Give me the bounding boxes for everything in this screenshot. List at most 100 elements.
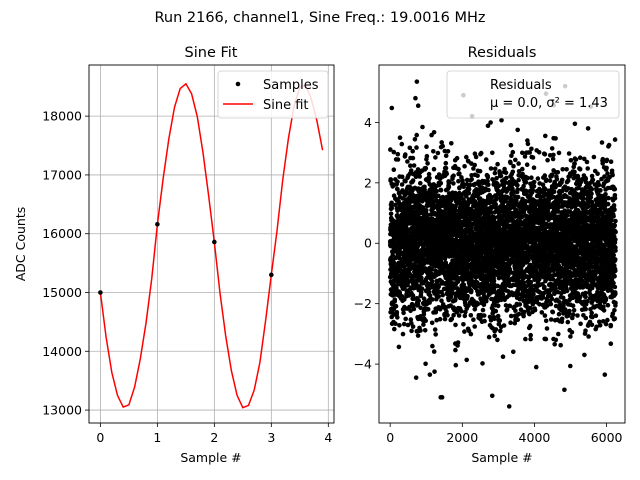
residual-point: [429, 266, 435, 272]
residual-point: [395, 179, 400, 185]
residual-point: [394, 285, 399, 291]
residual-point: [544, 326, 550, 331]
residual-point: [552, 342, 557, 347]
residual-point: [515, 194, 521, 200]
residual-point: [545, 157, 550, 163]
sample-point: [98, 290, 103, 295]
residual-point: [462, 329, 467, 334]
residual-point: [486, 182, 491, 187]
residual-point: [513, 308, 518, 314]
residual-point: [425, 161, 430, 166]
residual-point: [515, 182, 520, 188]
residual-point: [556, 331, 561, 337]
sine-fit-x-tick-label: 3: [267, 430, 275, 445]
residual-point: [431, 149, 436, 154]
figure-title: Run 2166, channel1, Sine Freq.: 19.0016 …: [154, 10, 485, 26]
residual-point: [439, 298, 444, 304]
residual-point: [511, 163, 516, 169]
residual-point: [508, 142, 514, 148]
residual-point: [559, 177, 565, 183]
residual-point: [543, 336, 549, 342]
residual-point: [536, 150, 542, 155]
sample-point: [212, 239, 217, 245]
residual-point: [498, 173, 504, 179]
residual-point: [443, 165, 449, 171]
residual-point: [444, 171, 450, 177]
residual-point: [531, 179, 537, 185]
residual-point: [548, 301, 554, 307]
residual-point: [427, 175, 432, 181]
residual-point: [434, 188, 439, 194]
residual-point: [389, 105, 395, 111]
residual-point: [436, 172, 442, 177]
residual-point: [553, 136, 558, 141]
residual-point: [392, 297, 398, 303]
residual-point: [525, 141, 531, 147]
residual-point: [513, 157, 518, 163]
sine-fit-y-tick-label: 13000: [42, 403, 82, 418]
residual-point: [443, 160, 449, 166]
residual-point: [462, 313, 468, 319]
residual-point: [443, 153, 449, 158]
residual-point: [477, 168, 483, 174]
residual-point: [433, 332, 439, 337]
residual-point: [529, 175, 534, 180]
residual-point: [410, 148, 416, 154]
residuals-plot-area: [387, 79, 618, 409]
residual-point: [391, 167, 397, 172]
legend-samples-marker: [235, 81, 241, 87]
residual-point: [442, 316, 448, 322]
residual-point: [551, 189, 557, 194]
residual-point: [400, 331, 406, 337]
sine-fit-grid: [89, 65, 334, 423]
residual-point: [564, 288, 570, 294]
residual-point: [515, 187, 520, 192]
residual-point: [423, 165, 429, 171]
residual-point: [492, 316, 497, 322]
residual-point: [478, 150, 484, 156]
residual-point: [542, 284, 547, 290]
residual-point: [520, 293, 525, 299]
residual-point: [558, 342, 563, 348]
residual-point: [424, 153, 430, 159]
residual-point: [501, 323, 507, 328]
residual-point: [542, 313, 548, 318]
residual-point: [511, 349, 516, 355]
residual-point: [472, 324, 478, 329]
residual-point: [528, 332, 533, 338]
residual-point: [497, 318, 503, 324]
residual-point: [547, 178, 553, 183]
residual-point: [488, 120, 493, 125]
residual-point: [426, 171, 432, 177]
legend-sine-fit-label: Sine fit: [263, 98, 309, 113]
residual-point: [392, 326, 397, 332]
residual-point: [440, 143, 446, 149]
residual-point: [451, 173, 456, 178]
residual-point: [469, 177, 475, 182]
residual-point: [411, 306, 417, 312]
residual-point: [481, 313, 487, 318]
residual-point: [445, 312, 450, 318]
residual-point: [520, 166, 525, 172]
residual-point: [389, 200, 394, 206]
residual-point: [530, 155, 536, 160]
residual-point: [394, 310, 400, 315]
residual-point: [415, 333, 421, 338]
residual-point: [543, 318, 549, 324]
sine-fit-x-label: Sample #: [180, 450, 241, 465]
residual-point: [556, 311, 562, 317]
residual-point: [433, 155, 438, 160]
residual-point: [515, 127, 520, 133]
sine-fit-y-tick-label: 16000: [42, 226, 82, 241]
sample-point: [155, 222, 160, 227]
residual-point: [403, 197, 409, 202]
residual-point: [389, 206, 395, 211]
residual-point: [432, 327, 438, 332]
residual-point: [445, 149, 451, 154]
residual-point: [411, 163, 417, 168]
residual-point: [542, 152, 548, 157]
residual-point: [438, 181, 444, 186]
residual-point: [430, 297, 435, 302]
